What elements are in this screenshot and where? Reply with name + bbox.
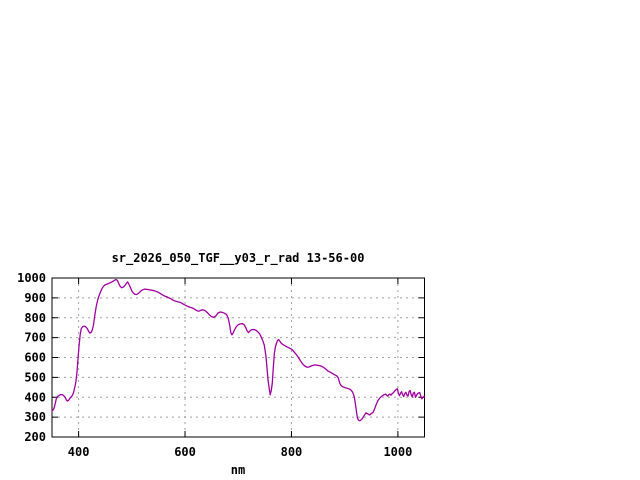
chart-title: sr_2026_050_TGF__y03_r_rad 13-56-00 [112,251,365,266]
y-tick-label: 700 [24,331,46,345]
x-tick-labels: 400 600 800 1000 [68,445,413,459]
x-tick-label: 800 [281,445,303,459]
x-tick-label: 400 [68,445,90,459]
y-tick-label: 400 [24,390,46,404]
y-tick-label: 900 [24,291,46,305]
x-tick-label: 600 [174,445,196,459]
y-tick-labels: 200 300 400 500 600 700 800 900 1000 [17,271,46,444]
x-tick-label: 1000 [383,445,412,459]
y-tick-label: 600 [24,351,46,365]
plot-border [51,277,425,438]
y-tick-label: 1000 [17,271,46,285]
spectrum-curve [51,278,426,422]
grid-lines [52,278,425,437]
y-tick-label: 500 [24,370,46,384]
y-tick-label: 200 [24,430,46,444]
y-tick-label: 800 [24,311,46,325]
x-axis-label: nm [231,463,245,477]
y-tick-label: 300 [24,410,46,424]
